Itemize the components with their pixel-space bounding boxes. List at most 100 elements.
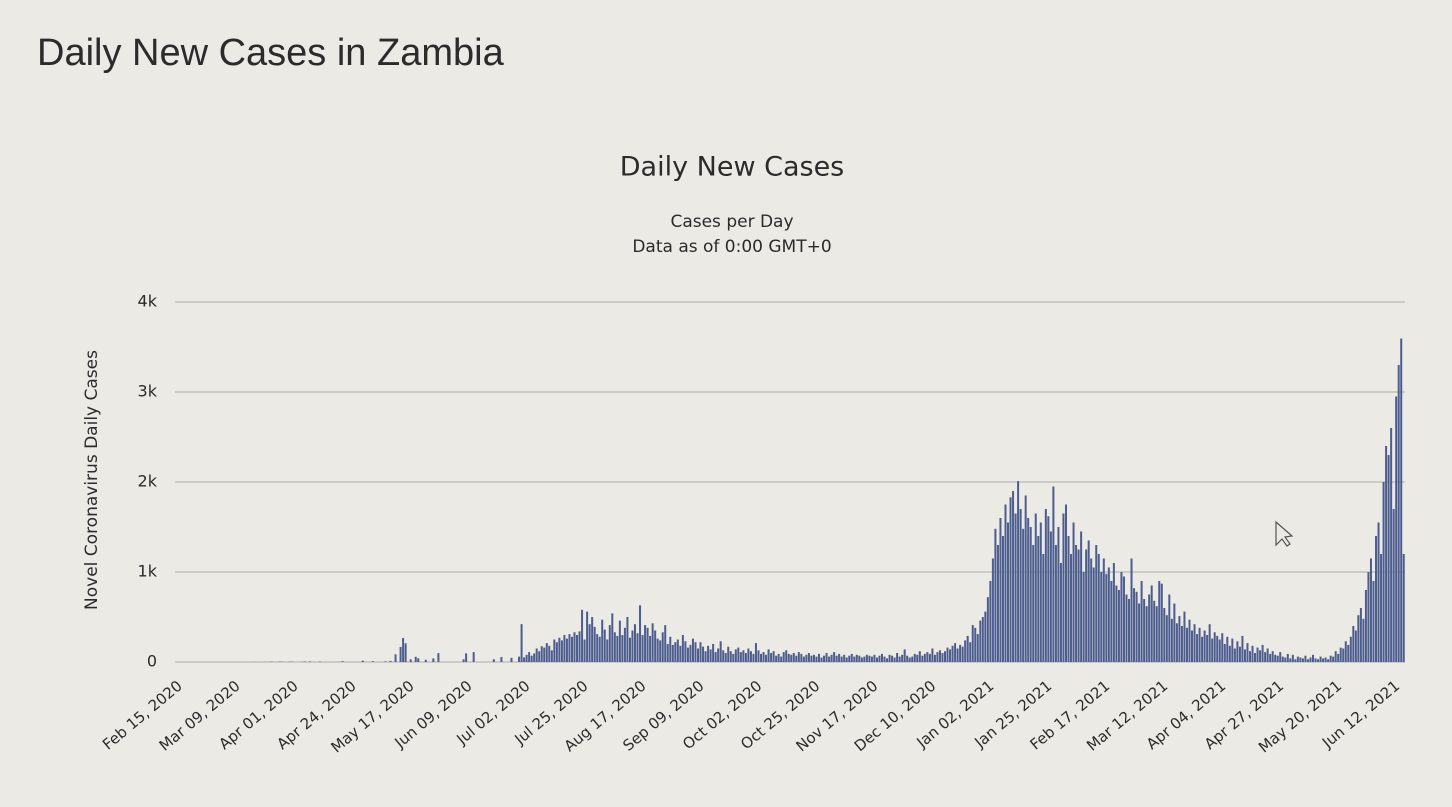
bar	[591, 617, 593, 662]
bar	[1264, 652, 1266, 662]
bar	[594, 627, 596, 662]
bar	[1095, 545, 1097, 662]
bar	[652, 623, 654, 662]
background	[0, 0, 1452, 807]
bar	[1403, 554, 1405, 662]
bar	[1131, 559, 1133, 663]
bar	[1241, 636, 1243, 662]
bar	[596, 634, 598, 662]
bar	[768, 649, 770, 662]
bar	[1289, 658, 1291, 662]
bar	[642, 635, 644, 662]
bar	[868, 656, 870, 662]
bar	[947, 648, 949, 662]
bar	[1304, 656, 1306, 662]
bar	[1166, 615, 1168, 662]
bar	[626, 617, 628, 662]
bar	[1325, 658, 1327, 663]
bar	[1098, 554, 1100, 662]
bar	[1272, 651, 1274, 662]
bar	[916, 655, 918, 662]
bar	[1020, 509, 1022, 662]
bar	[1037, 536, 1039, 662]
bar	[1070, 554, 1072, 662]
bar	[833, 652, 835, 662]
bar	[1211, 639, 1213, 662]
bar	[1027, 518, 1029, 662]
bar	[1088, 541, 1090, 663]
bar	[1022, 529, 1024, 662]
bar	[694, 642, 696, 662]
bar	[1171, 619, 1173, 662]
bar	[536, 649, 538, 663]
bar	[1352, 626, 1354, 662]
bar	[634, 624, 636, 662]
bar	[737, 648, 739, 662]
bar	[1047, 516, 1049, 662]
bar	[941, 653, 943, 662]
bar	[730, 651, 732, 662]
bar	[1191, 631, 1193, 663]
bar	[1115, 586, 1117, 663]
bar	[790, 655, 792, 662]
bar	[926, 652, 928, 662]
bar	[1128, 599, 1130, 662]
bar	[573, 632, 575, 662]
bar	[780, 657, 782, 662]
bar	[528, 652, 530, 662]
bar	[899, 657, 901, 662]
bar	[992, 559, 994, 663]
bar	[1214, 632, 1216, 662]
bar	[1335, 651, 1337, 662]
bar	[1385, 446, 1387, 662]
bar	[1229, 646, 1231, 662]
bar	[1015, 514, 1017, 663]
bar	[896, 653, 898, 662]
bar	[858, 656, 860, 662]
bar	[707, 646, 709, 662]
bar	[664, 625, 666, 662]
bar	[1138, 604, 1140, 663]
bar	[697, 649, 699, 663]
bar	[1161, 584, 1163, 662]
bar	[1113, 563, 1115, 662]
bar	[720, 641, 722, 662]
bar	[861, 658, 863, 663]
bar	[818, 654, 820, 662]
bar	[757, 650, 759, 662]
bar	[1269, 654, 1271, 662]
bar	[813, 655, 815, 662]
bar	[1204, 631, 1206, 663]
bar	[1257, 648, 1259, 662]
bar	[823, 656, 825, 662]
bar	[609, 625, 611, 662]
bar	[886, 658, 888, 662]
bar	[1252, 646, 1254, 662]
bar	[1388, 455, 1390, 662]
bar	[1267, 649, 1269, 663]
bar	[954, 643, 956, 662]
bar	[614, 632, 616, 662]
bar	[1262, 645, 1264, 662]
bar	[400, 647, 402, 662]
bar	[692, 639, 694, 662]
bar	[1163, 608, 1165, 662]
bar	[362, 661, 364, 662]
bar	[1093, 568, 1095, 663]
bar	[1287, 654, 1289, 662]
bar	[934, 655, 936, 662]
bar	[763, 652, 765, 662]
bar	[1133, 588, 1135, 662]
bar	[616, 636, 618, 662]
bar	[395, 654, 397, 662]
bar	[828, 657, 830, 662]
bar	[1004, 505, 1006, 663]
bar	[1249, 651, 1251, 662]
y-axis-label: Novel Coronavirus Daily Cases	[82, 350, 102, 610]
bar	[1100, 572, 1102, 662]
bar	[808, 653, 810, 662]
bar	[710, 649, 712, 662]
bar	[856, 655, 858, 662]
bar	[705, 651, 707, 662]
bar	[778, 654, 780, 662]
